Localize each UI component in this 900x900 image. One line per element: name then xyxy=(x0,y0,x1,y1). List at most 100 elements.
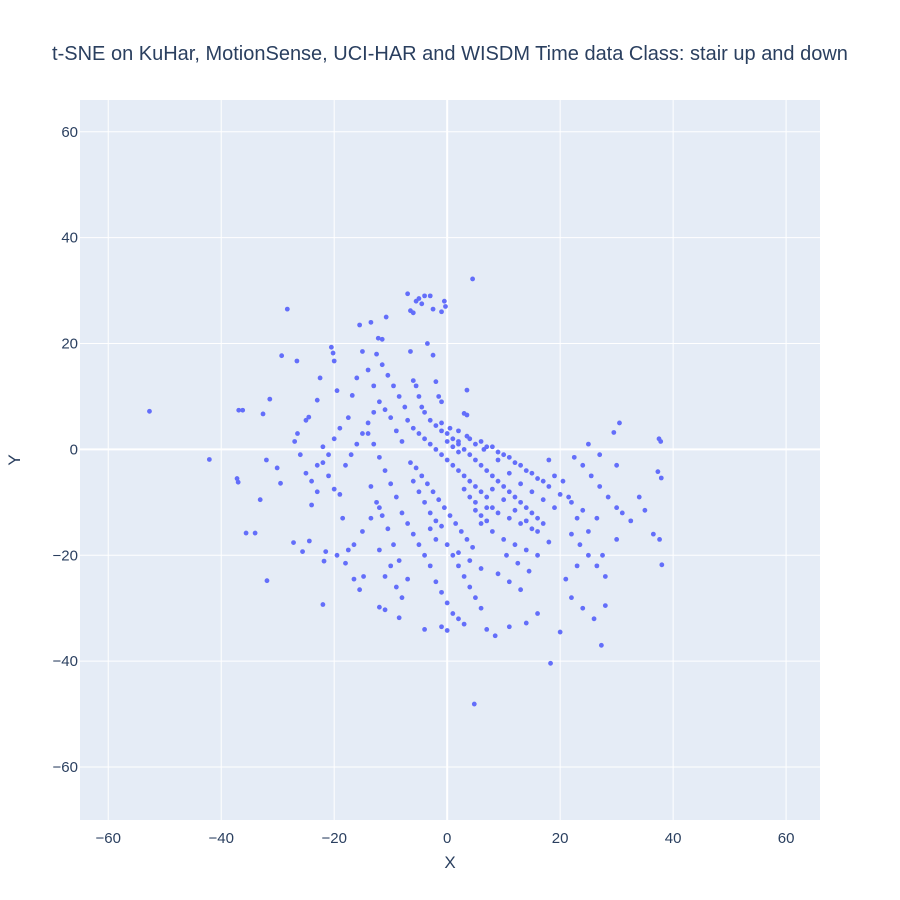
data-point xyxy=(506,579,512,585)
data-point xyxy=(439,589,444,595)
data-point xyxy=(416,394,422,399)
data-point xyxy=(379,336,385,342)
data-point xyxy=(422,436,427,442)
data-point xyxy=(235,479,241,485)
data-point xyxy=(413,383,419,389)
data-point xyxy=(306,414,312,420)
data-point xyxy=(597,452,603,458)
data-point xyxy=(461,486,467,492)
data-point xyxy=(433,379,439,385)
data-point xyxy=(461,473,467,479)
data-point xyxy=(588,473,594,479)
data-point xyxy=(240,407,246,413)
data-point xyxy=(410,310,416,316)
data-point xyxy=(257,497,263,503)
data-point xyxy=(614,505,620,511)
data-point xyxy=(427,510,433,516)
data-point xyxy=(529,510,535,516)
data-point xyxy=(473,441,478,447)
data-point xyxy=(650,531,656,537)
data-point xyxy=(523,468,529,473)
data-point xyxy=(331,486,337,492)
data-point xyxy=(393,428,399,434)
data-point xyxy=(416,489,422,495)
data-point xyxy=(458,529,464,534)
x-tick-label: 40 xyxy=(665,830,682,847)
data-point xyxy=(540,478,546,484)
data-point xyxy=(478,439,484,444)
data-point xyxy=(264,578,270,584)
data-point xyxy=(234,476,240,481)
data-point xyxy=(535,476,540,481)
data-point xyxy=(598,642,604,648)
data-point xyxy=(410,531,416,537)
data-point xyxy=(571,454,577,460)
data-point xyxy=(419,301,425,307)
data-point xyxy=(260,411,266,417)
data-point xyxy=(396,615,402,621)
data-point xyxy=(314,489,320,495)
data-point xyxy=(422,552,427,558)
data-point xyxy=(399,439,405,444)
data-point xyxy=(518,481,524,487)
data-point xyxy=(405,417,411,423)
data-point xyxy=(470,544,475,550)
data-point xyxy=(326,452,331,458)
data-point xyxy=(529,526,535,532)
data-point xyxy=(546,539,552,545)
data-point xyxy=(501,497,507,503)
data-point xyxy=(365,420,371,426)
data-point xyxy=(371,409,377,415)
data-point xyxy=(447,513,453,518)
data-point xyxy=(422,499,427,505)
data-point xyxy=(278,480,283,486)
x-tick-label: 60 xyxy=(778,830,795,847)
data-point xyxy=(495,571,501,577)
data-point xyxy=(467,558,473,563)
data-point xyxy=(399,595,405,601)
plot-background xyxy=(80,100,820,820)
data-point xyxy=(512,494,518,500)
data-point xyxy=(489,529,495,534)
data-point xyxy=(326,473,331,479)
data-point xyxy=(360,431,365,436)
data-point xyxy=(376,604,382,610)
data-point xyxy=(405,521,411,526)
data-point xyxy=(433,447,439,452)
data-point xyxy=(433,537,439,542)
chart-title: t-SNE on KuHar, MotionSense, UCI-HAR and… xyxy=(52,43,848,65)
data-point xyxy=(569,499,574,505)
data-point xyxy=(436,497,442,503)
data-point xyxy=(416,542,422,548)
data-point xyxy=(388,481,394,487)
data-point xyxy=(628,518,634,524)
data-point xyxy=(552,505,557,511)
data-point xyxy=(439,420,444,426)
data-point xyxy=(495,478,501,484)
data-point xyxy=(427,526,433,532)
data-point xyxy=(657,537,662,542)
data-point xyxy=(376,505,382,511)
data-point xyxy=(348,452,354,458)
data-point xyxy=(430,306,436,312)
data-point xyxy=(489,486,495,492)
data-point xyxy=(388,415,394,421)
data-point xyxy=(636,494,642,500)
data-point xyxy=(388,563,394,569)
data-point xyxy=(450,444,456,450)
data-point xyxy=(441,298,447,304)
data-point xyxy=(495,457,501,463)
data-point xyxy=(478,462,484,468)
data-point xyxy=(416,296,422,301)
data-point xyxy=(279,353,285,359)
data-point xyxy=(484,505,490,511)
data-point xyxy=(478,605,484,611)
data-point xyxy=(314,397,320,403)
data-point xyxy=(540,521,546,526)
data-point xyxy=(309,502,314,508)
x-tick-label: −40 xyxy=(208,830,233,847)
y-tick-label: −60 xyxy=(53,759,78,776)
data-point xyxy=(374,499,379,505)
data-point xyxy=(422,627,427,632)
data-point xyxy=(506,489,512,495)
